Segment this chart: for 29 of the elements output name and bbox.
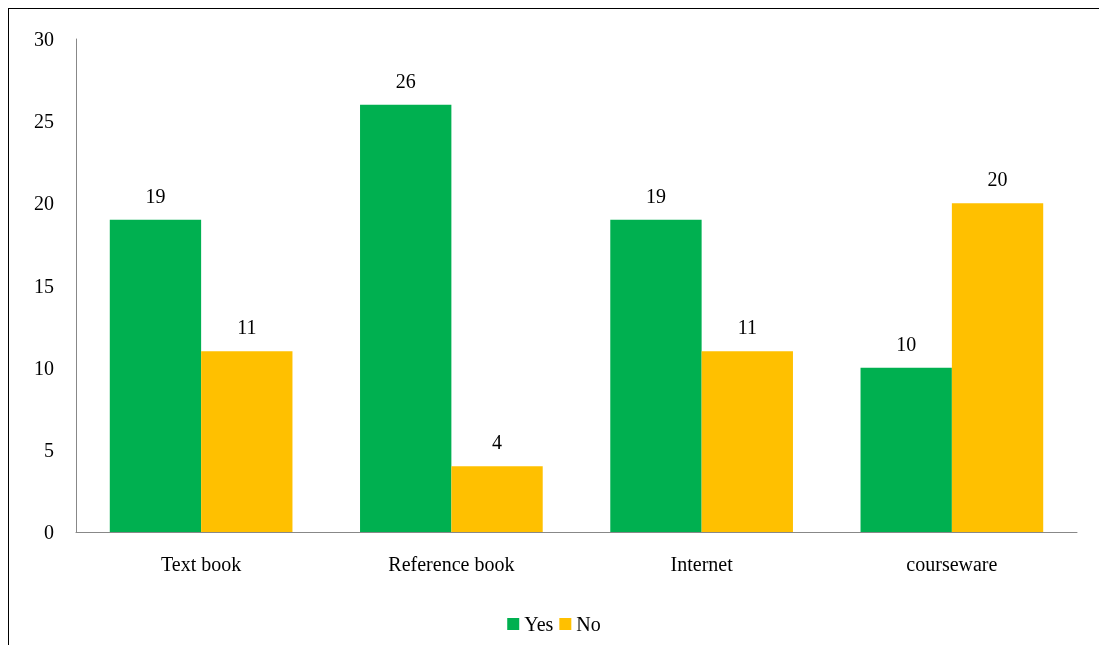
data-label: 10 (896, 332, 917, 355)
y-tick-label: 10 (34, 356, 54, 379)
bar (701, 351, 793, 532)
y-tick-label: 20 (34, 192, 54, 215)
data-label: 20 (987, 168, 1008, 191)
data-label: 11 (237, 316, 257, 339)
data-label: 26 (395, 69, 416, 92)
data-label: 19 (145, 184, 166, 207)
data-label: 11 (737, 316, 757, 339)
y-tick-label: 0 (44, 521, 54, 543)
legend-label: Yes (524, 613, 554, 635)
y-tick-label: 30 (34, 28, 54, 50)
x-tick-label: Reference book (388, 553, 515, 575)
x-tick-label: courseware (906, 553, 998, 575)
bar (860, 367, 952, 532)
x-tick-label: Text book (160, 553, 242, 575)
data-label: 4 (492, 431, 503, 454)
bar (951, 203, 1044, 532)
y-tick-label: 25 (34, 110, 54, 133)
data-label: 19 (645, 184, 666, 207)
bar (360, 104, 452, 532)
bar (109, 219, 202, 532)
bar (451, 466, 543, 532)
bar (610, 219, 702, 532)
bar (201, 351, 293, 532)
legend-label: No (576, 613, 601, 635)
x-tick-label: Internet (670, 553, 734, 575)
y-tick-label: 15 (34, 274, 54, 297)
y-tick-label: 5 (44, 438, 54, 461)
